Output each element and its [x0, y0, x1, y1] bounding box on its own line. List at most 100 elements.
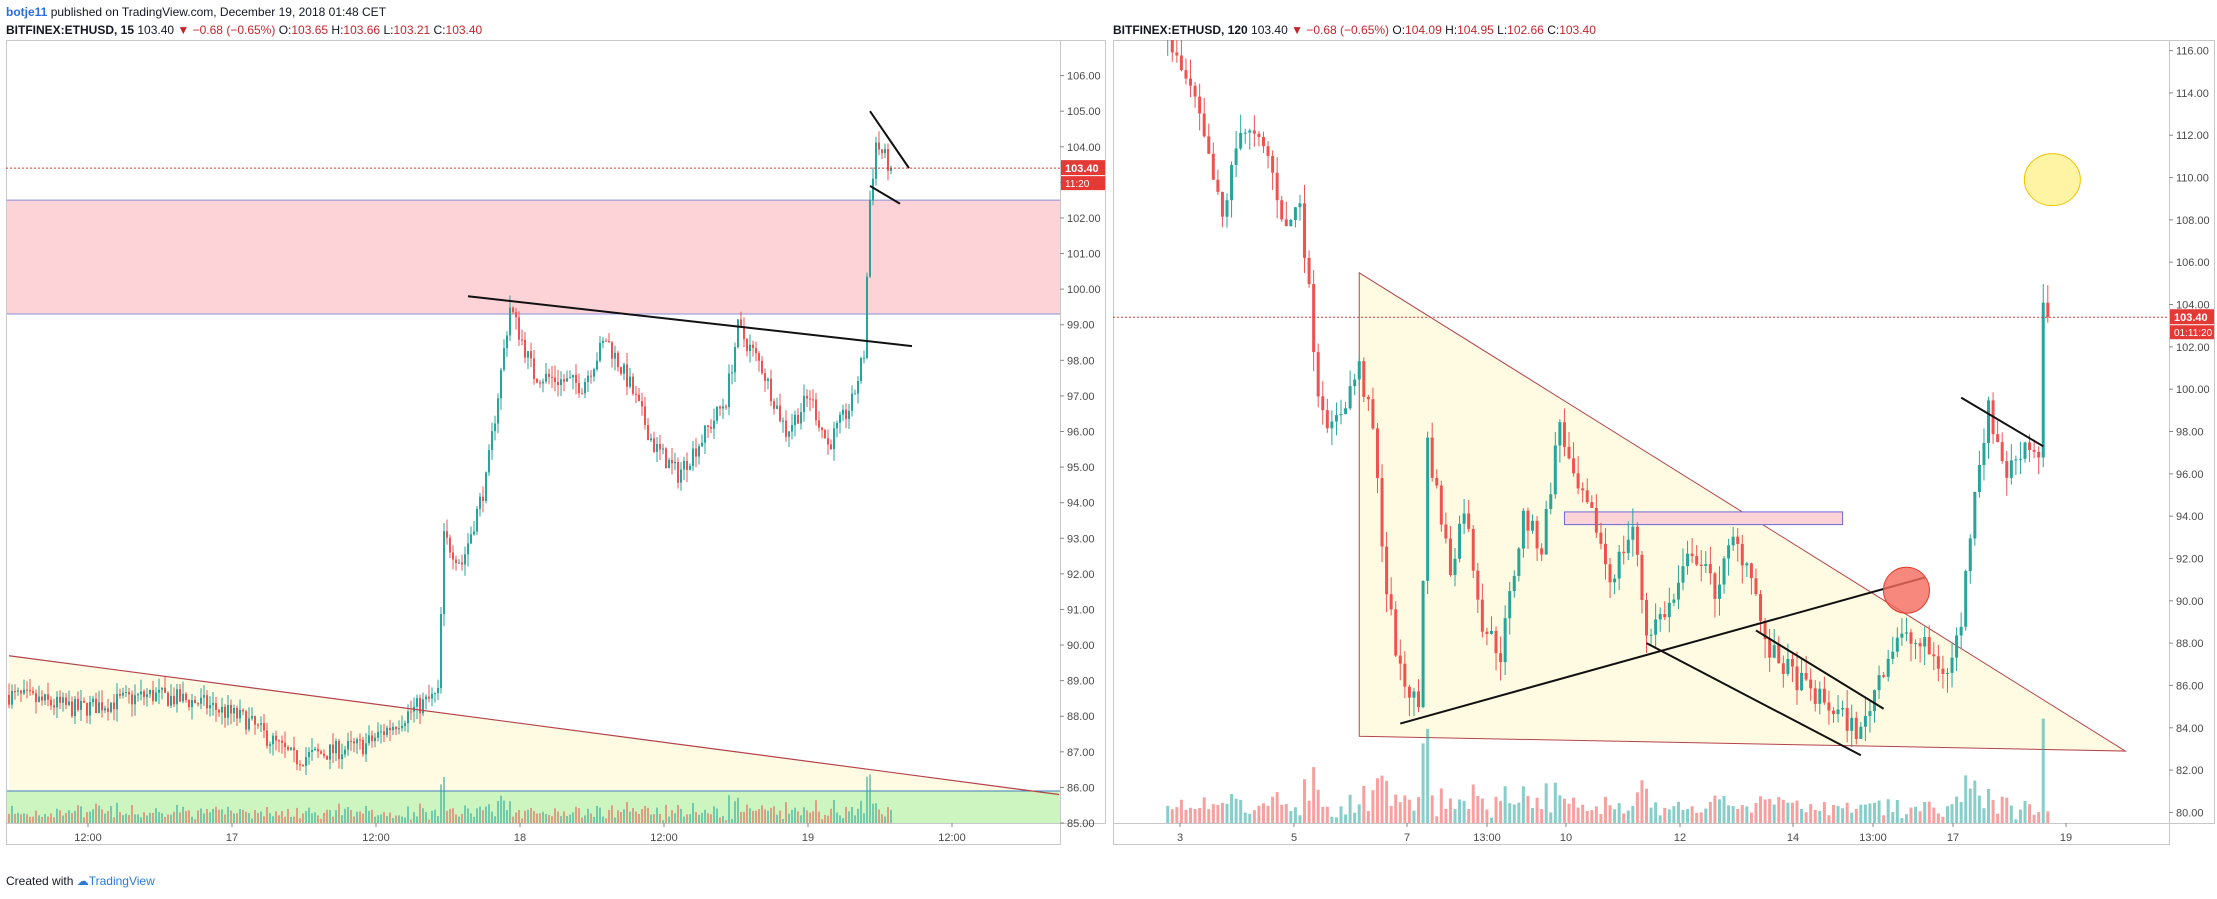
- left-volume-bar: [53, 817, 55, 823]
- right-volume-bar: [2041, 718, 2045, 823]
- right-chart[interactable]: 80.00 82.00 84.00 86.00 88.00 90.00 92.00 94.00…: [1113, 40, 2215, 845]
- left-volume-bar: [467, 808, 469, 823]
- right-volume-bar: [1284, 804, 1288, 823]
- left-candle: [317, 748, 319, 752]
- left-volume-bar: [506, 809, 508, 823]
- left-volume-bar: [293, 816, 295, 823]
- left-candle: [68, 701, 70, 705]
- right-candle: [1430, 437, 1434, 478]
- right-volume-bar: [1923, 801, 1927, 823]
- left-candle: [17, 690, 19, 692]
- right-candle: [1366, 396, 1370, 400]
- right-volume-bar: [1822, 801, 1826, 823]
- left-xtick-label: 12:00: [74, 832, 102, 844]
- left-xtick-label: 12:00: [650, 832, 678, 844]
- right-volume-bar: [1198, 808, 1202, 823]
- right-time-axis: [1113, 823, 2170, 845]
- right-candle: [1403, 663, 1407, 687]
- left-ytick-label: 86.00: [1067, 782, 1095, 794]
- left-time-axis: [6, 823, 1061, 845]
- left-candle: [653, 438, 655, 452]
- left-volume-bar: [35, 810, 37, 823]
- left-open: 103.65: [291, 23, 329, 37]
- right-candle: [1813, 688, 1817, 704]
- left-candle: [290, 747, 292, 750]
- right-candle: [1453, 558, 1457, 575]
- right-candle: [1371, 399, 1375, 429]
- right-volume-bar: [1599, 814, 1603, 823]
- right-volume-bar: [1964, 775, 1968, 823]
- left-candle: [293, 747, 295, 751]
- left-candle: [50, 699, 52, 706]
- left-volume-bar: [734, 801, 736, 823]
- left-volume-bar: [878, 809, 880, 823]
- left-candle: [326, 755, 328, 760]
- left-candle: [587, 375, 589, 383]
- right-volume-bar: [1626, 810, 1630, 823]
- left-candle: [452, 552, 454, 560]
- right-price-badge-label: 103.40: [2174, 312, 2208, 324]
- left-volume-bar: [551, 816, 553, 823]
- left-candle: [890, 168, 892, 171]
- left-volume-bar: [707, 813, 709, 823]
- left-candle: [467, 543, 469, 555]
- right-candle: [1704, 564, 1708, 566]
- left-candle: [203, 695, 205, 698]
- left-pennant-line: [869, 185, 901, 205]
- right-xtick-label: 13:00: [1859, 832, 1887, 844]
- left-volume-bar: [50, 813, 52, 823]
- right-candle: [2041, 302, 2045, 458]
- right-candle: [1608, 564, 1612, 583]
- left-candle: [284, 742, 286, 748]
- left-candle: [224, 706, 226, 718]
- right-xtick-label: 10: [1560, 832, 1572, 844]
- left-volume-bar: [44, 814, 46, 823]
- right-volume-bar: [1572, 797, 1576, 823]
- left-volume-bar: [695, 812, 697, 823]
- right-candle: [2037, 451, 2041, 458]
- left-candle: [110, 702, 112, 712]
- left-candle: [119, 693, 121, 696]
- left-volume-bar: [791, 809, 793, 823]
- right-candle: [1786, 658, 1790, 675]
- right-volume-bar: [1321, 806, 1325, 823]
- left-candle: [584, 382, 586, 394]
- left-candle: [671, 460, 673, 464]
- right-candle: [1790, 658, 1794, 667]
- left-candle: [707, 425, 709, 427]
- left-candle: [14, 691, 16, 693]
- left-candle: [461, 562, 463, 565]
- left-candle: [626, 364, 628, 387]
- left-candle: [479, 496, 481, 509]
- left-candle: [182, 693, 184, 702]
- left-volume-bar: [605, 818, 607, 823]
- left-candle: [446, 531, 448, 538]
- left-candle: [737, 319, 739, 348]
- left-volume-bar: [743, 811, 745, 823]
- left-volume-bar: [362, 813, 364, 823]
- left-volume-bar: [383, 812, 385, 823]
- right-ytick-label: 96.00: [2176, 469, 2204, 481]
- author-link[interactable]: botje11: [6, 5, 48, 19]
- tradingview-link[interactable]: TradingView: [88, 874, 155, 888]
- left-chart[interactable]: 85.00 86.00 87.00 88.00 89.00 90.00 91.00 92.00…: [6, 40, 1106, 845]
- right-open-label: O:: [1392, 23, 1406, 37]
- left-volume-bar: [386, 816, 388, 823]
- left-candle: [26, 689, 28, 691]
- left-candle: [761, 360, 763, 374]
- left-volume-bar: [122, 815, 124, 823]
- left-volume-bar: [764, 809, 766, 823]
- left-candle: [32, 691, 34, 694]
- left-candle: [779, 405, 781, 422]
- right-high: 104.95: [1457, 23, 1494, 37]
- left-candle: [215, 703, 217, 710]
- left-candle: [869, 200, 871, 277]
- right-candle: [1202, 113, 1206, 137]
- left-candle: [380, 731, 382, 733]
- left-volume-bar: [155, 808, 157, 823]
- left-volume-bar: [566, 815, 568, 823]
- right-candle: [1987, 400, 1991, 443]
- right-candle: [1330, 421, 1334, 429]
- left-volume-bar: [524, 810, 526, 823]
- left-candle: [854, 393, 856, 395]
